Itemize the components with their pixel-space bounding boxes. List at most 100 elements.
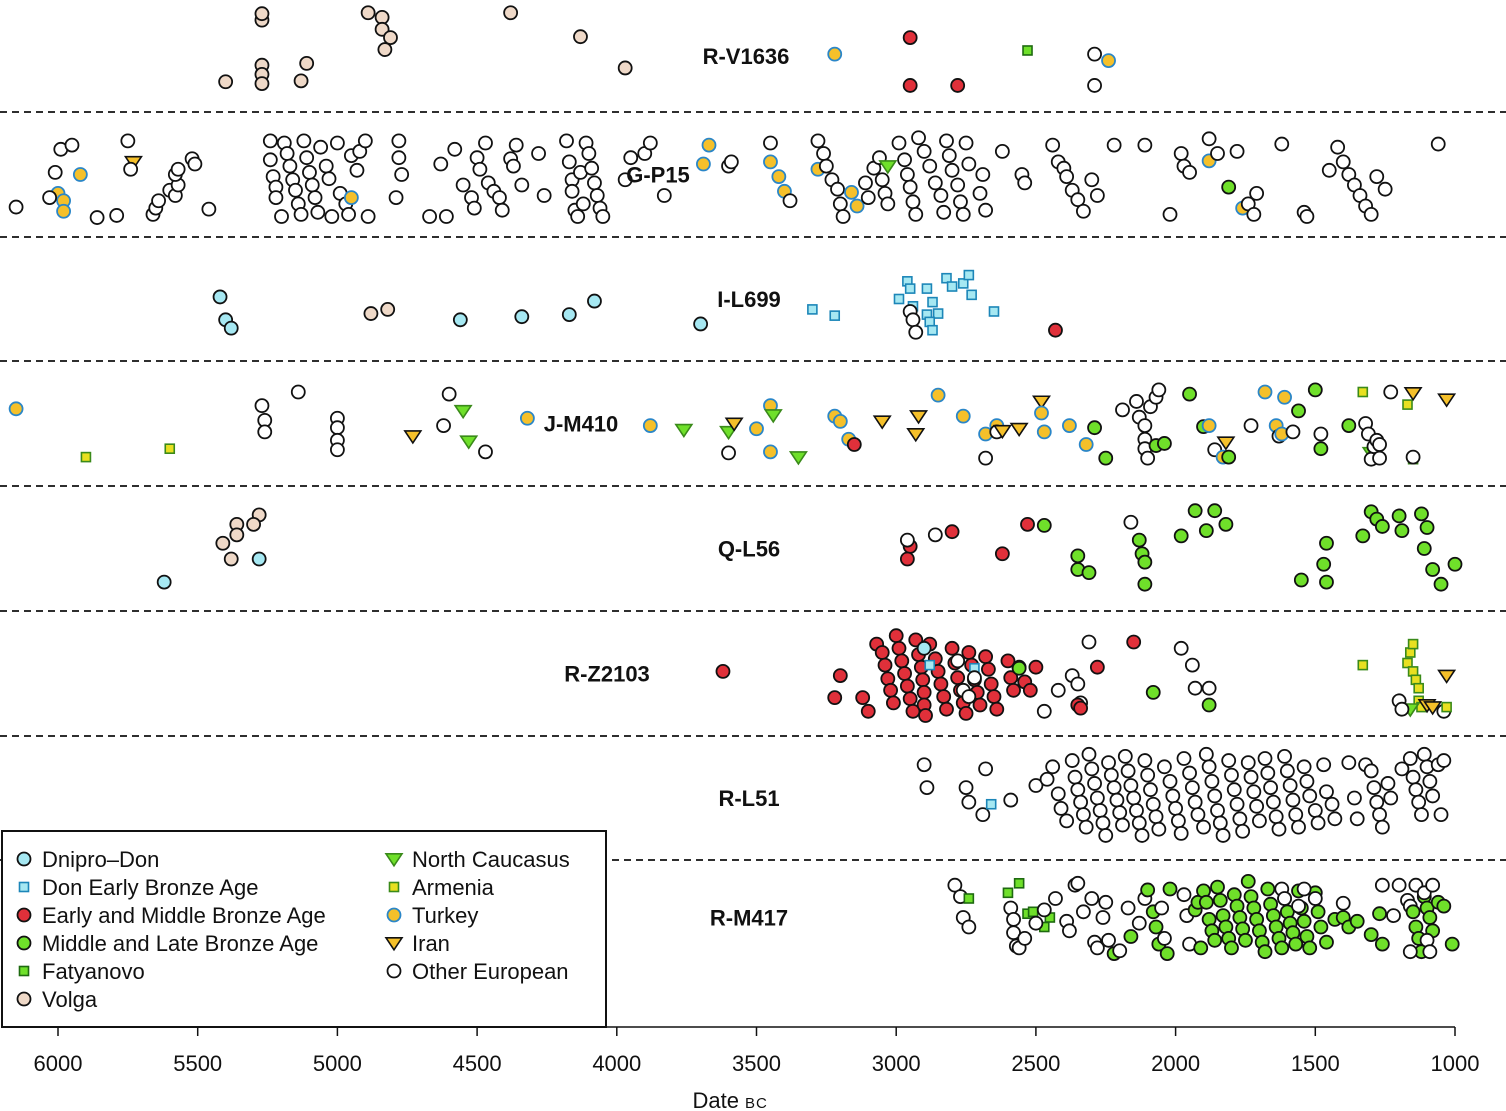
data-point-other bbox=[1263, 780, 1278, 795]
data-point-other bbox=[1307, 891, 1323, 906]
data-point-fatyanovo bbox=[1013, 877, 1025, 889]
data-point-other bbox=[961, 794, 977, 810]
x-tick-label: 2000 bbox=[1151, 1051, 1200, 1076]
data-point-emba bbox=[855, 690, 871, 706]
data-point-other bbox=[1366, 780, 1382, 795]
data-point-turkey bbox=[955, 408, 971, 424]
data-point-other bbox=[1386, 908, 1401, 923]
data-point-emba bbox=[933, 676, 949, 692]
data-point-emba bbox=[899, 551, 915, 567]
legend: Dnipro–Don Don Early Bronze Age Early and … bbox=[1, 830, 607, 1028]
data-point-other bbox=[1265, 794, 1281, 810]
data-point-turkey bbox=[519, 410, 535, 426]
data-point-other bbox=[927, 527, 943, 543]
data-point-mlba bbox=[1159, 946, 1175, 961]
data-point-other bbox=[1173, 640, 1189, 656]
data-point-volga bbox=[360, 5, 376, 21]
data-point-mlba bbox=[1349, 913, 1365, 929]
data-point-mlba bbox=[1436, 898, 1452, 914]
data-point-other bbox=[1129, 803, 1144, 818]
data-point-other bbox=[531, 146, 546, 161]
data-point-other bbox=[967, 670, 982, 686]
data-point-other bbox=[1112, 943, 1128, 959]
legend-label-fatyanovo: Fatyanovo bbox=[42, 959, 145, 984]
data-point-other bbox=[939, 133, 954, 149]
data-point-ncauc bbox=[453, 404, 473, 420]
data-point-turkey bbox=[827, 46, 843, 62]
data-point-other bbox=[120, 133, 136, 149]
data-point-mlba bbox=[1444, 936, 1460, 952]
data-point-turkey bbox=[56, 203, 71, 219]
data-point-other bbox=[891, 135, 907, 151]
data-point-armenia bbox=[1402, 399, 1413, 410]
data-point-emba bbox=[902, 30, 918, 45]
data-point-other bbox=[916, 757, 932, 773]
data-point-mlba bbox=[1210, 879, 1225, 895]
data-point-other bbox=[1207, 788, 1223, 804]
data-point-mlba bbox=[1212, 893, 1228, 908]
data-point-volga bbox=[246, 516, 261, 532]
data-point-other bbox=[561, 154, 577, 170]
data-point-other bbox=[1162, 206, 1178, 222]
data-point-other bbox=[1246, 206, 1262, 222]
data-point-other bbox=[1335, 154, 1351, 170]
data-point-other bbox=[447, 141, 463, 157]
data-point-mlba bbox=[1288, 936, 1304, 952]
data-point-other bbox=[922, 158, 938, 174]
data-point-other bbox=[1131, 915, 1147, 931]
x-tick-label: 3000 bbox=[872, 1051, 921, 1076]
data-point-other bbox=[433, 156, 449, 172]
data-point-mlba bbox=[1224, 940, 1239, 956]
data-point-dnipro bbox=[561, 307, 577, 323]
data-point-other bbox=[575, 196, 591, 212]
data-point-other bbox=[514, 177, 530, 193]
data-point-other bbox=[1075, 203, 1091, 219]
data-point-other bbox=[955, 206, 971, 222]
data-point-other bbox=[1123, 514, 1139, 530]
lane-label: G-P15 bbox=[626, 163, 690, 188]
lane-separators bbox=[0, 111, 1506, 861]
data-point-mlba bbox=[1218, 516, 1234, 532]
data-point-turkey bbox=[930, 387, 946, 403]
data-point-mlba bbox=[1201, 697, 1217, 713]
data-point-mlba bbox=[1193, 940, 1209, 956]
data-point-mlba bbox=[1145, 685, 1161, 700]
data-point-other bbox=[1411, 794, 1427, 810]
data-point-other bbox=[1296, 881, 1312, 897]
data-point-other bbox=[1405, 769, 1421, 785]
data-point-other bbox=[257, 424, 273, 440]
data-point-emba bbox=[1006, 682, 1021, 698]
data-point-other bbox=[1316, 757, 1332, 773]
data-point-turkey bbox=[72, 167, 88, 182]
data-point-mlba bbox=[1182, 386, 1197, 402]
legend-item-other: Other European bbox=[386, 959, 569, 984]
legend-item-ncauc: North Caucasus bbox=[384, 847, 570, 872]
data-point-emba bbox=[860, 703, 876, 719]
data-point-don bbox=[807, 304, 818, 315]
data-point-other bbox=[897, 152, 912, 168]
data-point-other bbox=[1129, 394, 1144, 409]
data-point-other bbox=[64, 137, 80, 153]
x-tick-label: 5000 bbox=[313, 1051, 362, 1076]
data-point-other bbox=[721, 445, 736, 461]
data-point-mlba bbox=[1274, 940, 1290, 956]
data-point-other bbox=[1173, 825, 1189, 841]
data-point-other bbox=[357, 133, 373, 149]
data-point-other bbox=[1268, 809, 1284, 825]
data-point-other bbox=[830, 181, 845, 197]
data-point-other bbox=[1232, 811, 1248, 827]
data-point-don bbox=[927, 296, 938, 308]
data-point-other bbox=[1408, 782, 1424, 798]
data-point-other bbox=[1162, 773, 1178, 789]
data-point-mlba bbox=[1372, 906, 1387, 922]
data-point-other bbox=[478, 444, 493, 460]
data-point-other bbox=[1374, 819, 1390, 835]
data-point-other bbox=[617, 172, 633, 188]
data-point-iran bbox=[403, 430, 423, 445]
legend-item-iran: Iran bbox=[384, 931, 450, 956]
data-point-dnipro bbox=[251, 551, 267, 567]
data-point-other bbox=[472, 161, 488, 177]
data-point-other bbox=[109, 208, 125, 223]
data-point-other bbox=[953, 194, 968, 210]
data-point-other bbox=[1140, 450, 1156, 466]
